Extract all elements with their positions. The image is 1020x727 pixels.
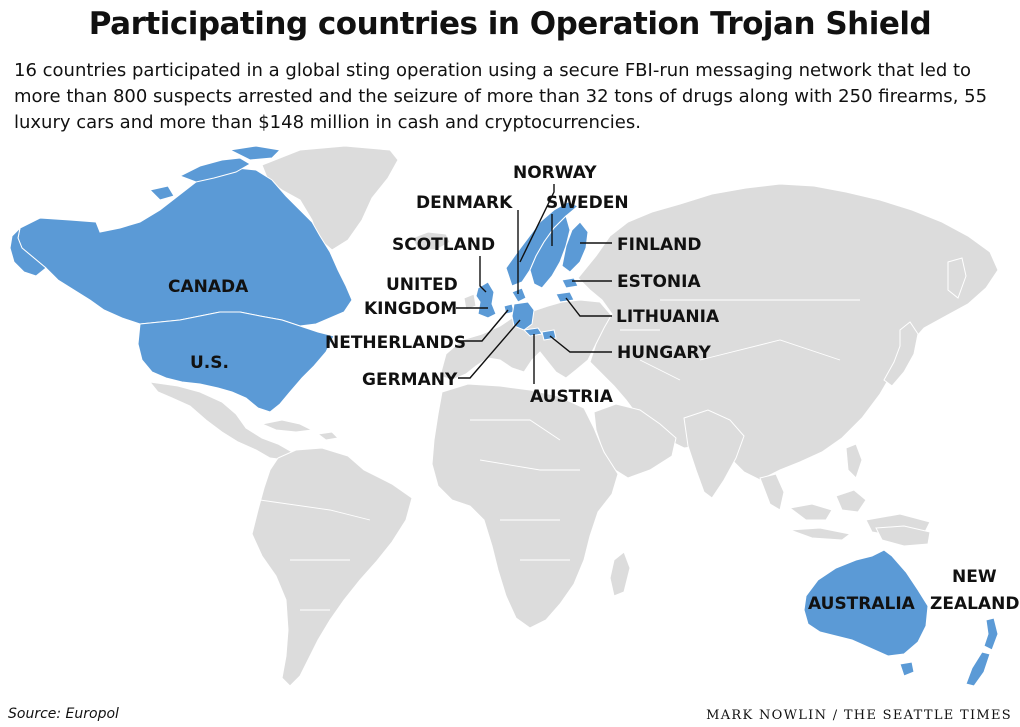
- leader-norway: [519, 184, 555, 263]
- label-germany: GERMANY: [362, 370, 458, 390]
- country-denmark: [511, 287, 527, 303]
- india: [683, 409, 745, 499]
- label-hungary: HUNGARY: [617, 343, 712, 363]
- leader-hungary: [549, 335, 612, 353]
- canada-arctic-islands: [149, 145, 282, 201]
- country-lithuania: [555, 291, 575, 303]
- country-finland: [561, 221, 589, 273]
- label-finland: FINLAND: [617, 235, 702, 255]
- africa: [431, 383, 619, 629]
- label-denmark: DENMARK: [416, 193, 513, 213]
- label-us: U.S.: [190, 353, 229, 373]
- country-united-kingdom: [475, 281, 497, 319]
- greenland: [261, 145, 399, 251]
- label-nz-line2: ZEALAND: [930, 594, 1019, 614]
- asia: [577, 183, 999, 481]
- label-nz-line1: NEW: [952, 567, 997, 587]
- country-australia: [803, 549, 929, 657]
- iceland: [411, 231, 451, 251]
- madagascar: [609, 551, 631, 597]
- source-note: Source: Europol: [8, 706, 119, 722]
- caribbean: [260, 419, 340, 441]
- papua-new-guinea: [875, 525, 931, 547]
- land-participating: [9, 145, 999, 687]
- label-canada: CANADA: [168, 277, 249, 297]
- country-new-zealand: [965, 617, 999, 687]
- leader-lines: [456, 184, 612, 384]
- label-scotland: SCOTLAND: [392, 235, 495, 255]
- chart-subtitle: 16 countries participated in a global st…: [14, 60, 988, 133]
- leader-scotland: [479, 256, 487, 293]
- label-austria: AUSTRIA: [530, 387, 614, 407]
- country-us: [137, 311, 335, 413]
- label-lithuania: LITHUANIA: [616, 307, 720, 327]
- country-labels: CANADA U.S. NORWAY DENMARK SWEDEN SCOTLA…: [168, 163, 1019, 614]
- label-australia: AUSTRALIA: [808, 594, 916, 614]
- southeast-asia: [759, 473, 931, 541]
- land-gray: [148, 145, 999, 687]
- label-netherlands: NETHERLANDS: [325, 333, 466, 353]
- country-estonia: [561, 277, 579, 289]
- philippines: [845, 443, 863, 479]
- ireland: [463, 293, 477, 311]
- us-alaska: [9, 226, 47, 277]
- country-borders: [259, 299, 860, 611]
- chart-title: Participating countries in Operation Tro…: [88, 6, 932, 42]
- label-uk-line1: UNITED: [386, 275, 458, 295]
- kamchatka: [947, 257, 967, 299]
- label-norway: NORWAY: [513, 163, 597, 183]
- label-sweden: SWEDEN: [546, 193, 629, 213]
- label-estonia: ESTONIA: [617, 272, 701, 292]
- leader-lithuania: [565, 297, 612, 317]
- country-sweden: [529, 215, 571, 289]
- label-uk-line2: KINGDOM: [364, 299, 457, 319]
- leader-netherlands: [458, 309, 509, 342]
- credit-line: MARK NOWLIN / THE SEATTLE TIMES: [706, 708, 1012, 723]
- south-america: [251, 447, 413, 687]
- japan: [883, 321, 919, 387]
- europe-rest: [439, 299, 613, 381]
- country-canada: [17, 167, 353, 327]
- leader-germany: [458, 319, 521, 379]
- australia-tasmania: [899, 661, 915, 677]
